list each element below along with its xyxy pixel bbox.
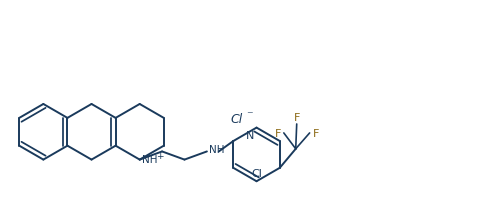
Text: ⁻: ⁻	[245, 109, 252, 122]
Text: Cl: Cl	[251, 168, 262, 178]
Text: NH: NH	[208, 145, 224, 155]
Text: Cl: Cl	[229, 113, 242, 126]
Text: F: F	[293, 113, 300, 122]
Text: +: +	[155, 151, 163, 160]
Text: F: F	[312, 128, 318, 138]
Text: N: N	[246, 130, 254, 140]
Text: F: F	[274, 128, 280, 138]
Text: NH: NH	[142, 154, 157, 164]
